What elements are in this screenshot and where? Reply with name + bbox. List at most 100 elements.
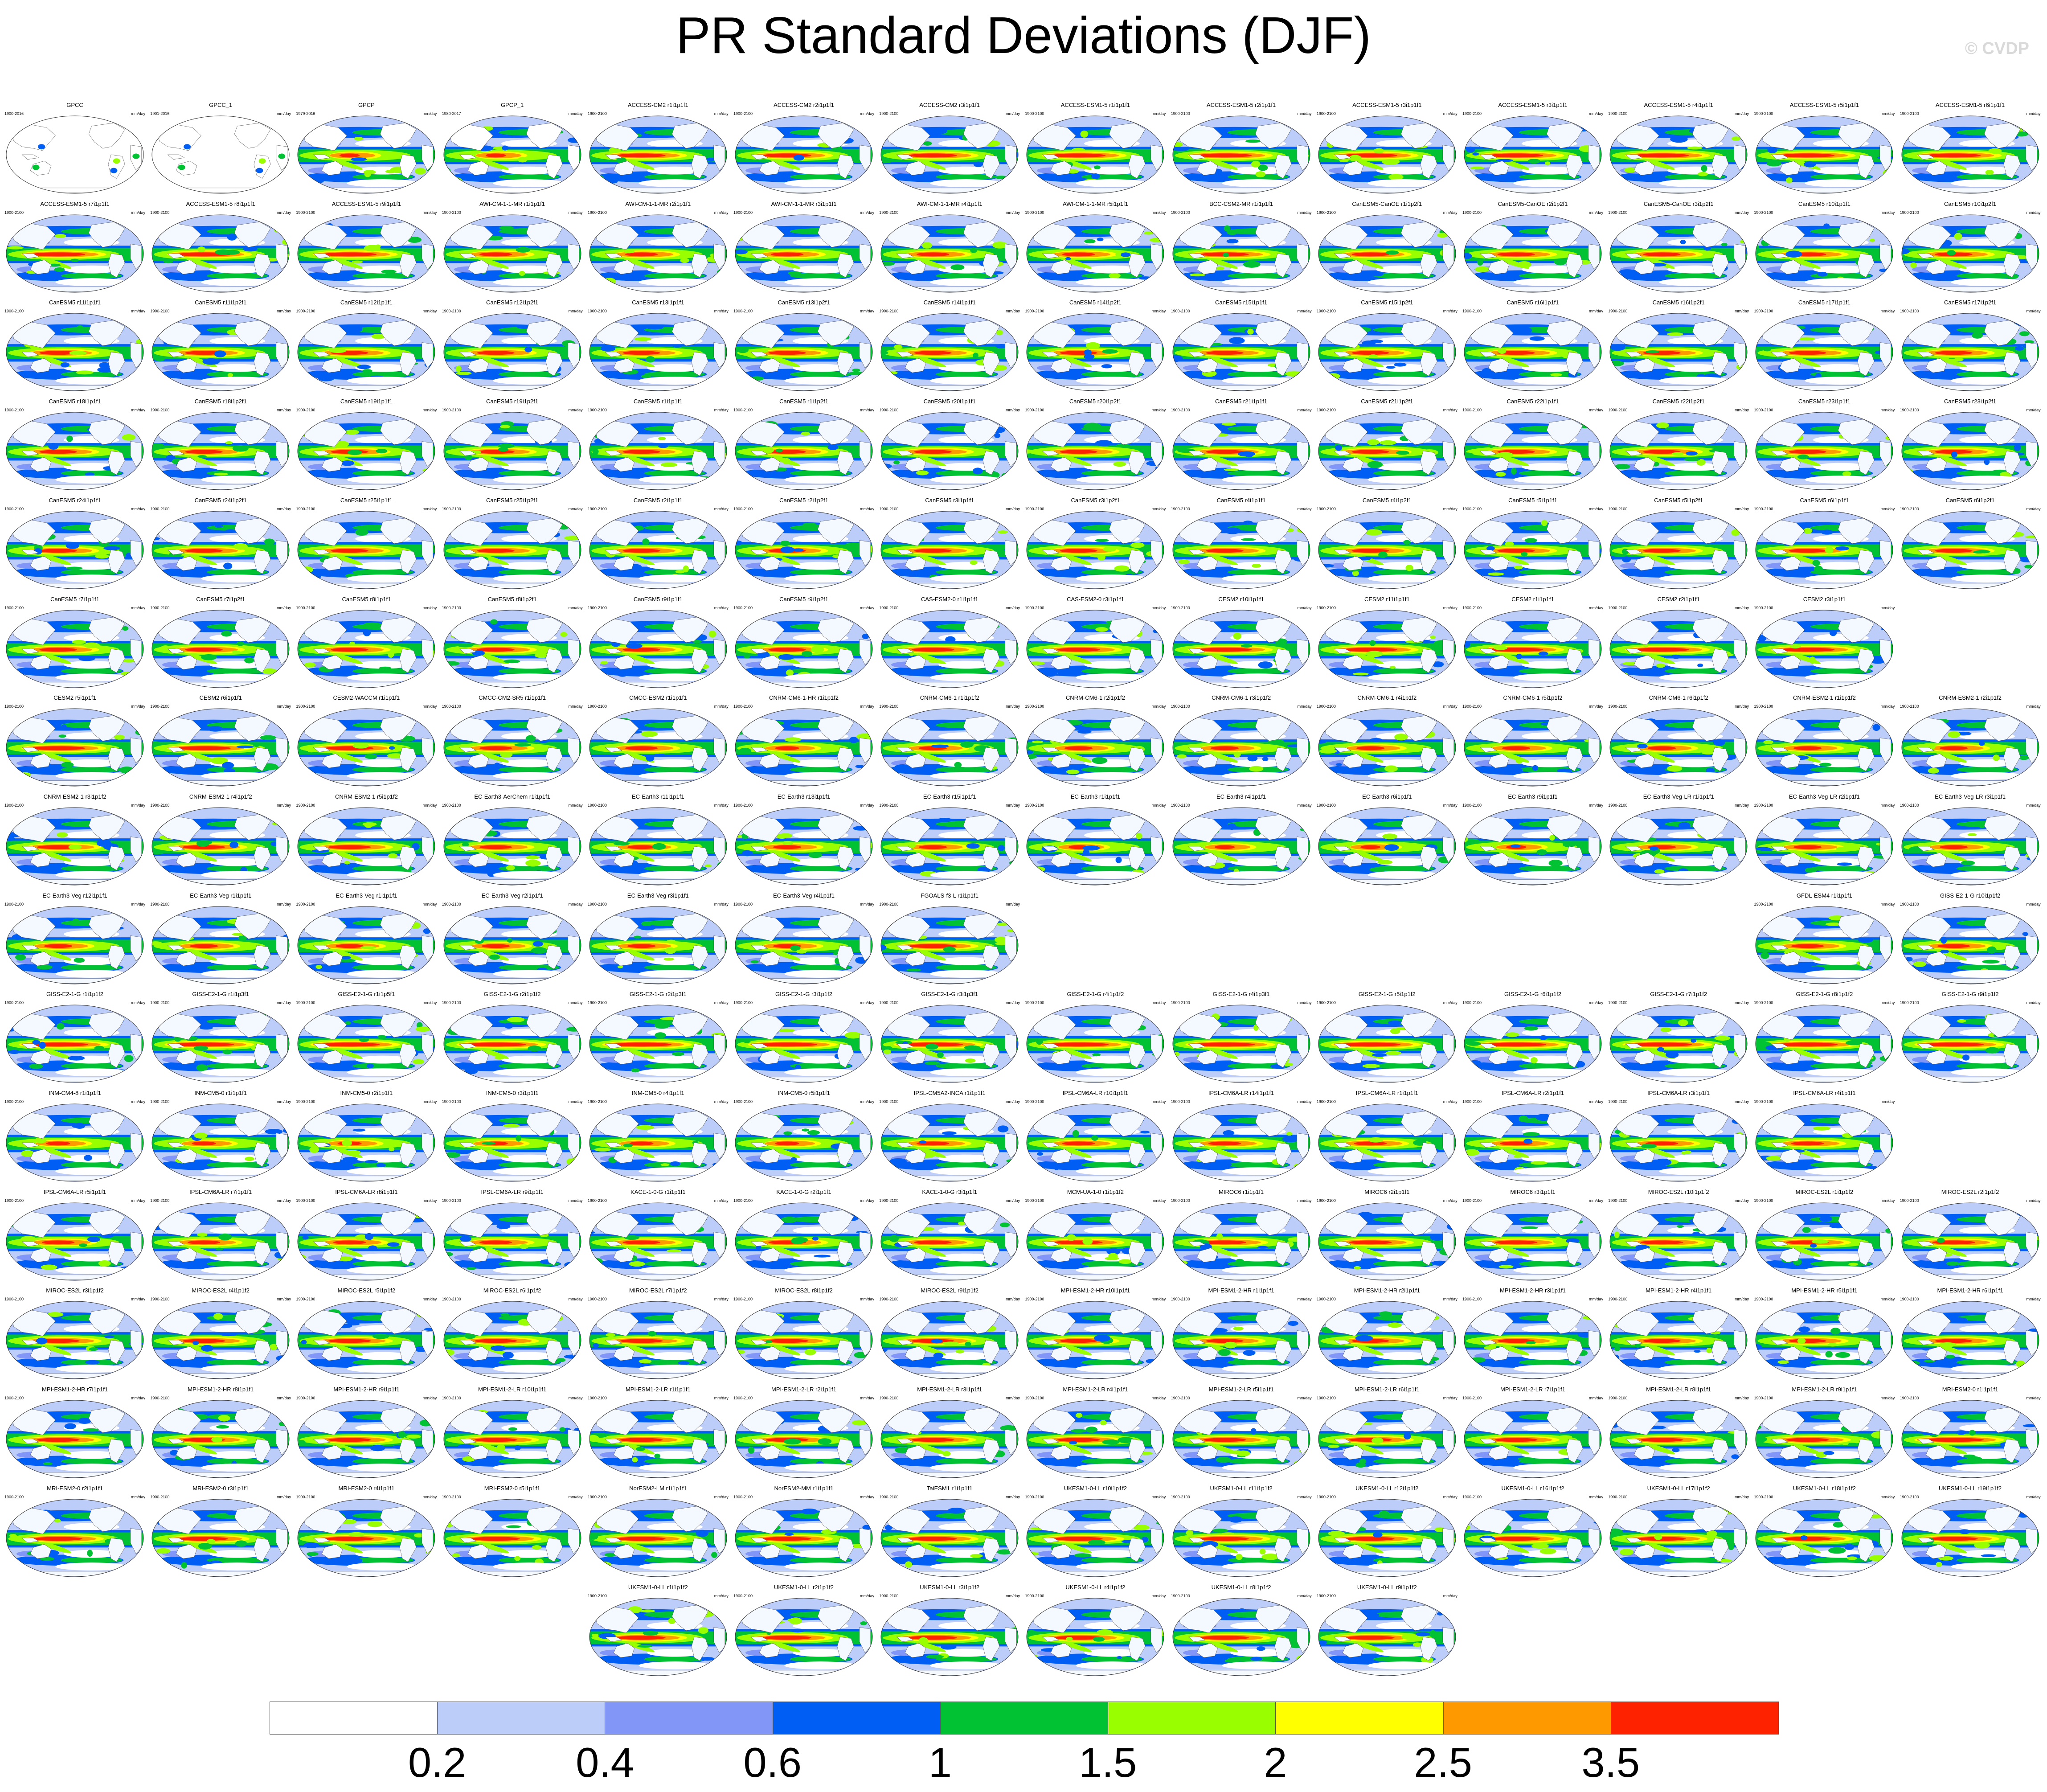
precip-map [1026,1400,1164,1478]
panel-period: 1900-2100 [1754,902,1773,906]
precip-map [880,1400,1019,1478]
precip-map [1755,906,1893,984]
panel-units: mm/day [1151,309,1166,314]
panel-period: 1900-2100 [296,1396,315,1401]
precip-map [1026,610,1164,688]
panel-period: 1900-2100 [1608,111,1628,116]
panel-period: 1900-2100 [1025,1099,1044,1104]
precip-map [880,313,1019,391]
map-panel: MIROC6 r2i1p1f1 1900-2100 mm/day [1316,1189,1458,1289]
map-panel: INM-CM5-0 r1i1p1f1 1900-2100 mm/day [149,1090,292,1190]
map-panel: IPSL-CM6A-LR r4i1p1f1 1900-2100 mm/day [1753,1090,1896,1190]
map-panel: CanESM5 r4i1p1f1 1900-2100 mm/day [1170,497,1313,598]
precip-map [151,511,290,589]
panel-period: 1900-2100 [4,902,24,906]
panel-units: mm/day [131,1494,145,1499]
panel-units: mm/day [714,803,729,808]
precip-map [6,115,144,194]
panel-title: ACCESS-ESM1-5 r5i1p1f1 [1789,102,1859,108]
panel-period: 1900-2100 [1316,111,1336,116]
precip-map [1318,807,1456,886]
panel-title: CanESM5 r4i1p1f1 [1216,496,1266,504]
precip-map [1464,1202,1602,1281]
map-panel: ACCESS-ESM1-5 r8i1p1f1 1900-2100 mm/day [149,201,292,301]
panel-period: 1900-2100 [733,1198,753,1203]
panel-title: CanESM5 r14i1p1f1 [923,299,976,306]
panel-period: 1900-2100 [1025,605,1044,610]
map-panel: IPSL-CM6A-LR r14i1p1f1 1900-2100 mm/day [1170,1090,1313,1190]
precip-map [297,610,435,688]
map-panel: MPI-ESM1-2-LR r7i1p1f1 1900-2100 mm/day [1462,1386,1604,1487]
panel-title: MIROC6 r2i1p1f1 [1364,1188,1410,1195]
precip-map [1901,807,2039,886]
map-panel: CanESM5 r12i1p2f1 1900-2100 mm/day [441,299,584,400]
precip-map [1318,115,1456,194]
map-panel: IPSL-CM6A-LR r7i1p1f1 1900-2100 mm/day [149,1189,292,1289]
precip-map [1609,115,1748,194]
panel-title: CanESM5 r18i1p1f1 [49,398,101,405]
precip-map [1609,1103,1748,1182]
panel-title: UKESM1-0-LL r10i1p1f2 [1064,1484,1127,1492]
panel-period: 1900-2100 [879,704,899,709]
panel-title: CanESM5 r22i1p1f1 [1507,398,1559,405]
map-panel: IPSL-CM6A-LR r8i1p1f1 1900-2100 mm/day [295,1189,438,1289]
panel-title: CNRM-CM6-1 r4i1p1f2 [1357,694,1417,701]
panel-period: 1900-2100 [1608,309,1628,314]
panel-units: mm/day [1006,1198,1020,1203]
map-panel: CanESM5 r5i1p1f1 1900-2100 mm/day [1462,497,1604,598]
panel-title: MIROC-ES2L r7i1p1f2 [629,1287,687,1294]
precip-map [443,906,581,984]
map-panel: AWI-CM-1-1-MR r2i1p1f1 1900-2100 mm/day [587,201,729,301]
panel-title: CanESM5 r14i1p2f1 [1069,299,1122,306]
colorbar-box [1610,1702,1779,1735]
map-panel: MPI-ESM1-2-LR r9i1p1f1 1900-2100 mm/day [1753,1386,1896,1487]
panel-title: MPI-ESM1-2-HR r9i1p1f1 [333,1386,400,1393]
map-panel: MIROC-ES2L r10i1p1f2 1900-2100 mm/day [1607,1189,1750,1289]
panel-period: 1900-2100 [4,1297,24,1302]
precip-map [589,807,727,886]
precip-map [151,610,290,688]
precip-map [1026,1598,1164,1676]
panel-period: 1900-2100 [733,1099,753,1104]
precip-map [297,115,435,194]
panel-units: mm/day [2026,210,2041,215]
precip-map [443,1202,581,1281]
panel-units: mm/day [422,1297,437,1302]
map-panel: EC-Earth3 r4i1p1f1 1900-2100 mm/day [1170,793,1313,894]
panel-title: ACCESS-ESM1-5 r2i1p1f1 [1206,102,1276,108]
map-panel: EC-Earth3-Veg r1i1p1f1 1900-2100 mm/day [149,892,292,993]
panel-title: MCM-UA-1-0 r1i1p1f2 [1067,1188,1124,1195]
panel-period: 1900-2100 [1900,902,1919,906]
panel-title: CanESM5 r1i1p1f1 [633,398,683,405]
precip-map [1026,214,1164,293]
panel-title: CanESM5 r17i1p1f1 [1798,299,1850,306]
precip-map [1172,1103,1310,1182]
panel-units: mm/day [568,1297,583,1302]
panel-units: mm/day [1006,1001,1020,1005]
panel-period: 1900-2100 [1316,704,1336,709]
panel-title: EC-Earth3-Veg r12i1p1f1 [42,892,107,899]
colorbar-box [437,1702,606,1735]
precip-map [1609,1202,1748,1281]
panel-units: mm/day [568,309,583,314]
panel-units: mm/day [1588,803,1603,808]
map-panel: CAS-ESM2-0 r3i1p1f1 1900-2100 mm/day [1024,596,1167,697]
panel-period: 1900-2100 [1900,1396,1919,1401]
panel-title: CanESM5 r8i1p1f1 [342,595,391,603]
map-panel: CanESM5 r17i1p1f1 1900-2100 mm/day [1753,299,1896,400]
panel-title: GISS-E2-1-G r3i1p3f1 [921,991,978,998]
precip-map [735,708,873,787]
map-panel: GISS-E2-1-G r2i1p3f1 1900-2100 mm/day [587,991,729,1091]
precip-map [1464,511,1602,589]
map-panel: CNRM-CM6-1 r6i1p1f2 1900-2100 mm/day [1607,694,1750,795]
panel-period: 1900-2100 [1608,605,1628,610]
precip-map [1172,1005,1310,1083]
panel-period: 1900-2100 [587,1494,607,1499]
precip-map [1755,807,1893,886]
panel-title: GPCC_1 [209,102,233,108]
map-panel: CanESM5 r23i1p1f1 1900-2100 mm/day [1753,398,1896,499]
map-panel: MRI-ESM2-0 r5i1p1f1 1900-2100 mm/day [441,1485,584,1586]
panel-period: 1900-2100 [1171,506,1190,511]
panel-period: 1900-2100 [4,704,24,709]
precip-map [735,1400,873,1478]
